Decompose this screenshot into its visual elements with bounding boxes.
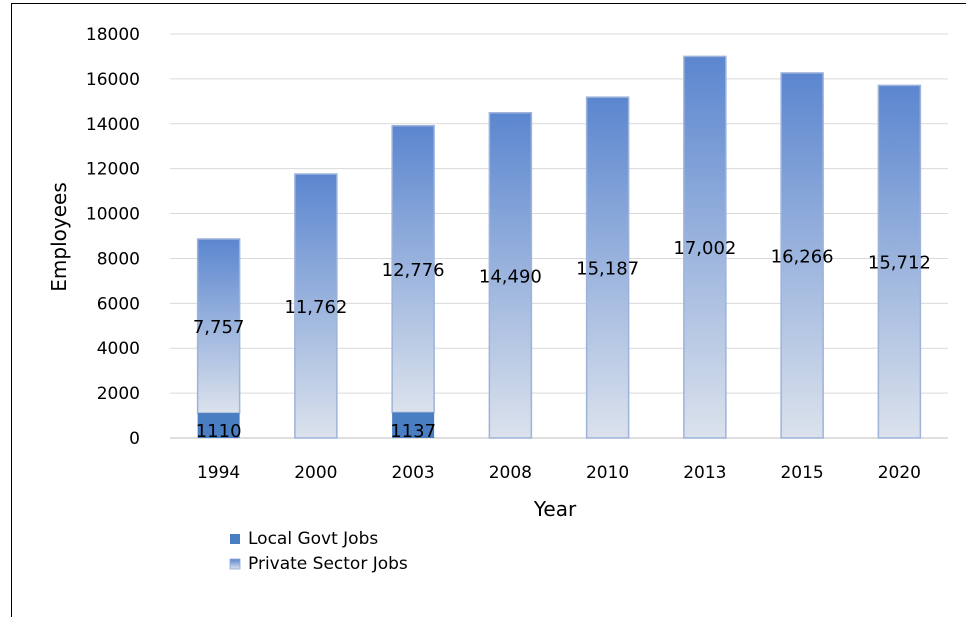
x-tick-label: 2003 (391, 463, 434, 483)
y-tick-label: 12000 (86, 160, 140, 180)
x-tick-label: 2013 (683, 463, 726, 483)
bar-private-sector (488, 112, 533, 439)
x-tick-labels: 1994 2000 2003 2008 2010 2013 2015 2020 (197, 463, 921, 483)
y-tick-label: 10000 (86, 205, 140, 225)
legend: Local Govt Jobs Private Sector Jobs (229, 529, 408, 574)
x-tick-label: 2010 (586, 463, 629, 483)
x-tick-label: 2015 (780, 463, 823, 483)
data-labels: 7,757 1110 11,762 12,776 1137 14,490 15,187 17,… (193, 238, 931, 442)
y-tick-label: 0 (129, 429, 140, 449)
bars (196, 55, 922, 439)
bar-private-sector (683, 55, 727, 439)
legend-label-local-govt: Local Govt Jobs (248, 529, 378, 549)
bar-private-sector (294, 173, 338, 439)
y-tick-label: 18000 (86, 25, 140, 45)
legend-label-private-sector: Private Sector Jobs (248, 554, 408, 574)
data-label-private-sector: 17,002 (673, 238, 736, 259)
frame-top-border (11, 3, 966, 4)
y-tick-label: 16000 (86, 70, 140, 90)
x-tick-label: 1994 (197, 463, 240, 483)
y-tick-label: 8000 (97, 249, 140, 269)
x-tick-label: 2008 (489, 463, 532, 483)
data-label-private-sector: 15,712 (868, 253, 931, 274)
x-axis-title: Year (533, 497, 577, 521)
data-label-local-govt: 1110 (196, 421, 242, 442)
bar-local-govt (392, 412, 435, 438)
data-label-private-sector: 16,266 (771, 246, 834, 267)
y-tick-label: 14000 (86, 115, 140, 135)
bar-private-sector (780, 72, 824, 439)
y-axis-title: Employees (47, 182, 71, 291)
bar-private-sector (585, 96, 630, 439)
legend-swatch-private-sector (229, 558, 241, 570)
bar-local-govt (197, 413, 240, 438)
bar-private-sector (391, 124, 435, 414)
y-tick-label: 2000 (97, 384, 140, 404)
data-label-private-sector: 7,757 (193, 317, 245, 338)
data-label-private-sector: 12,776 (382, 260, 445, 281)
x-tick-label: 2000 (294, 463, 337, 483)
data-label-local-govt: 1137 (390, 421, 436, 442)
x-tick-label: 2020 (878, 463, 921, 483)
data-label-private-sector: 15,187 (576, 259, 639, 280)
y-tick-label: 6000 (97, 294, 140, 314)
bar-private-sector (877, 84, 922, 439)
y-tick-labels: 0 2000 4000 6000 8000 10000 12000 14000 16000 180… (86, 25, 140, 449)
legend-swatch-local-govt (230, 534, 240, 544)
bar-private-sector (196, 238, 241, 414)
data-label-private-sector: 11,762 (284, 297, 347, 318)
data-label-private-sector: 14,490 (479, 266, 542, 287)
y-tick-label: 4000 (97, 339, 140, 359)
gridlines (170, 33, 948, 439)
frame-left-border (11, 3, 12, 617)
